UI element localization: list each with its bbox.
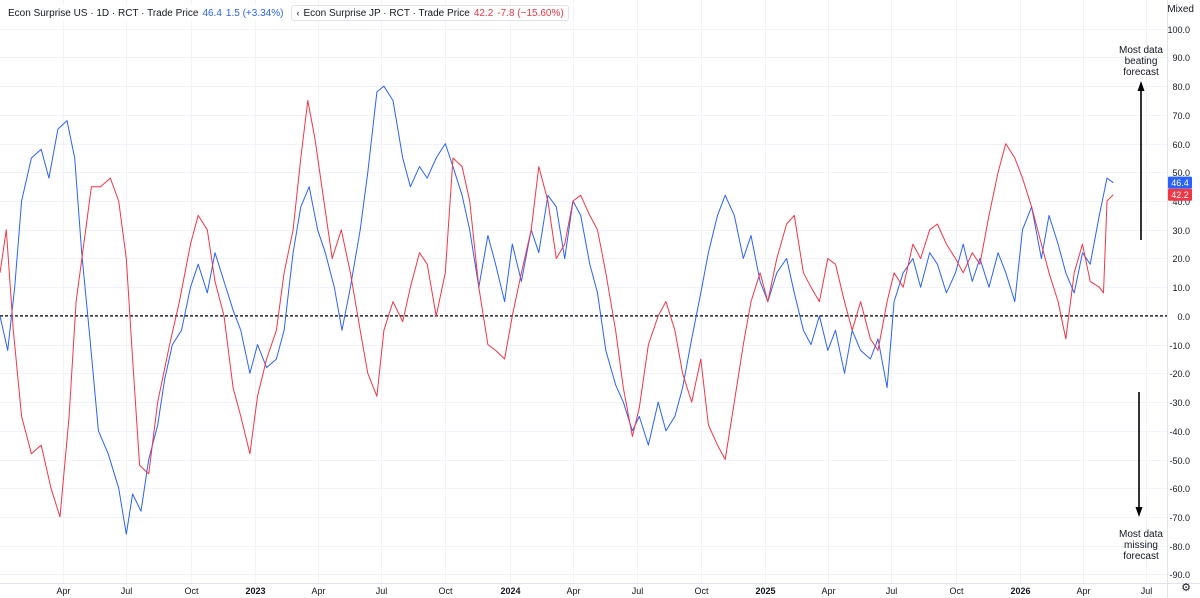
annotation-arrows xyxy=(1135,81,1145,517)
legend-value: 46.4 xyxy=(202,7,222,19)
y-tick-label: 50.0 xyxy=(1172,168,1190,178)
x-tick-label: 2025 xyxy=(755,586,775,596)
legend-name: Econ Surprise JP · RCT · Trade Price xyxy=(303,7,470,19)
x-tick-label: 2023 xyxy=(245,586,265,596)
legend-value: 42.2 xyxy=(473,7,494,19)
y-tick-label: 90.0 xyxy=(1172,53,1190,63)
series-line-us xyxy=(0,85,1114,535)
legend-change: 1.5 (+3.34%) xyxy=(225,7,284,19)
legend-change: -7.8 (−15.60%) xyxy=(497,7,564,19)
y-tick-label: -70.0 xyxy=(1169,513,1190,523)
y-tick-label: -30.0 xyxy=(1169,398,1190,408)
x-tick-label: Jul xyxy=(886,586,898,596)
annotation-line: Most data xyxy=(1119,529,1163,540)
y-tick-label: -60.0 xyxy=(1169,484,1190,494)
y-tick-label: -90.0 xyxy=(1169,570,1190,580)
x-tick-label: Apr xyxy=(821,586,835,596)
y-tick-label: 70.0 xyxy=(1172,111,1190,121)
y-tick-label: -80.0 xyxy=(1169,542,1190,552)
y-tick-label: 60.0 xyxy=(1172,140,1190,150)
y-tick-label: -40.0 xyxy=(1169,427,1190,437)
annotation-line: forecast xyxy=(1123,551,1159,562)
annotation-top: Most data beating forecast xyxy=(1109,45,1173,78)
y-tick-label: 40.0 xyxy=(1172,197,1190,207)
legend: Econ Surprise US · 1D · RCT · Trade Pric… xyxy=(4,5,569,21)
annotation-line: missing xyxy=(1124,540,1158,551)
x-tick-label: Oct xyxy=(694,586,709,596)
x-tick-label: Jul xyxy=(1141,586,1153,596)
y-tick-label: -20.0 xyxy=(1169,369,1190,379)
x-tick-label: Jul xyxy=(632,586,644,596)
x-tick-label: Oct xyxy=(184,586,199,596)
annotation-line: forecast xyxy=(1123,67,1159,78)
last-value-label: 42.2 xyxy=(1171,190,1189,200)
series-lines xyxy=(0,85,1114,535)
x-tick-label: Oct xyxy=(438,586,453,596)
time-axis-ticks[interactable]: Apr Jul Oct 2023 Apr Jul Oct 2024 Apr Jul Oct 2025 A… xyxy=(56,586,1152,596)
last-value-labels: 46.4 42.2 xyxy=(1168,176,1192,201)
last-value-box xyxy=(1168,188,1192,201)
y-tick-label: 100.0 xyxy=(1167,25,1190,35)
annotation-line: beating xyxy=(1124,56,1158,67)
y-tick-label: 10.0 xyxy=(1172,283,1190,293)
settings-icon[interactable]: ⚙ xyxy=(1181,582,1191,594)
horizontal-gridlines xyxy=(0,29,1167,575)
legend-name: Econ Surprise US · 1D · RCT · Trade Pric… xyxy=(8,7,199,19)
down-arrow-head xyxy=(1135,507,1143,517)
x-tick-label: Jul xyxy=(376,586,388,596)
y-tick-label: -50.0 xyxy=(1169,456,1190,466)
vertical-gridlines xyxy=(63,0,1147,583)
price-axis-ticks[interactable]: 100.0 90.0 80.0 70.0 60.0 50.0 40.0 30.0 20.0 10.… xyxy=(1167,25,1190,580)
scale-mode-toggle[interactable]: Mixed xyxy=(1167,4,1194,15)
y-tick-label: 0.0 xyxy=(1177,312,1190,322)
last-value-box xyxy=(1168,176,1192,189)
x-tick-label: Jul xyxy=(121,586,133,596)
chevron-left-icon[interactable]: ‹ xyxy=(296,8,300,18)
x-tick-label: Apr xyxy=(566,586,580,596)
x-tick-label: Apr xyxy=(311,586,325,596)
up-arrow-head xyxy=(1137,81,1145,91)
annotation-bottom: Most data missing forecast xyxy=(1109,529,1173,562)
legend-item-jp[interactable]: ‹ Econ Surprise JP · RCT · Trade Price 4… xyxy=(291,5,569,21)
x-tick-label: 2024 xyxy=(500,586,520,596)
x-tick-label: Apr xyxy=(1076,586,1090,596)
x-tick-label: 2026 xyxy=(1010,586,1030,596)
y-tick-label: 80.0 xyxy=(1172,82,1190,92)
x-tick-label: Apr xyxy=(56,586,70,596)
last-value-label: 46.4 xyxy=(1171,178,1189,188)
annotation-line: Most data xyxy=(1119,45,1163,56)
x-tick-label: Oct xyxy=(949,586,964,596)
y-tick-label: 30.0 xyxy=(1172,226,1190,236)
y-tick-label: 20.0 xyxy=(1172,254,1190,264)
legend-item-us[interactable]: Econ Surprise US · 1D · RCT · Trade Pric… xyxy=(4,5,288,21)
y-tick-label: -10.0 xyxy=(1169,341,1190,351)
series-line-jp xyxy=(0,100,1114,518)
